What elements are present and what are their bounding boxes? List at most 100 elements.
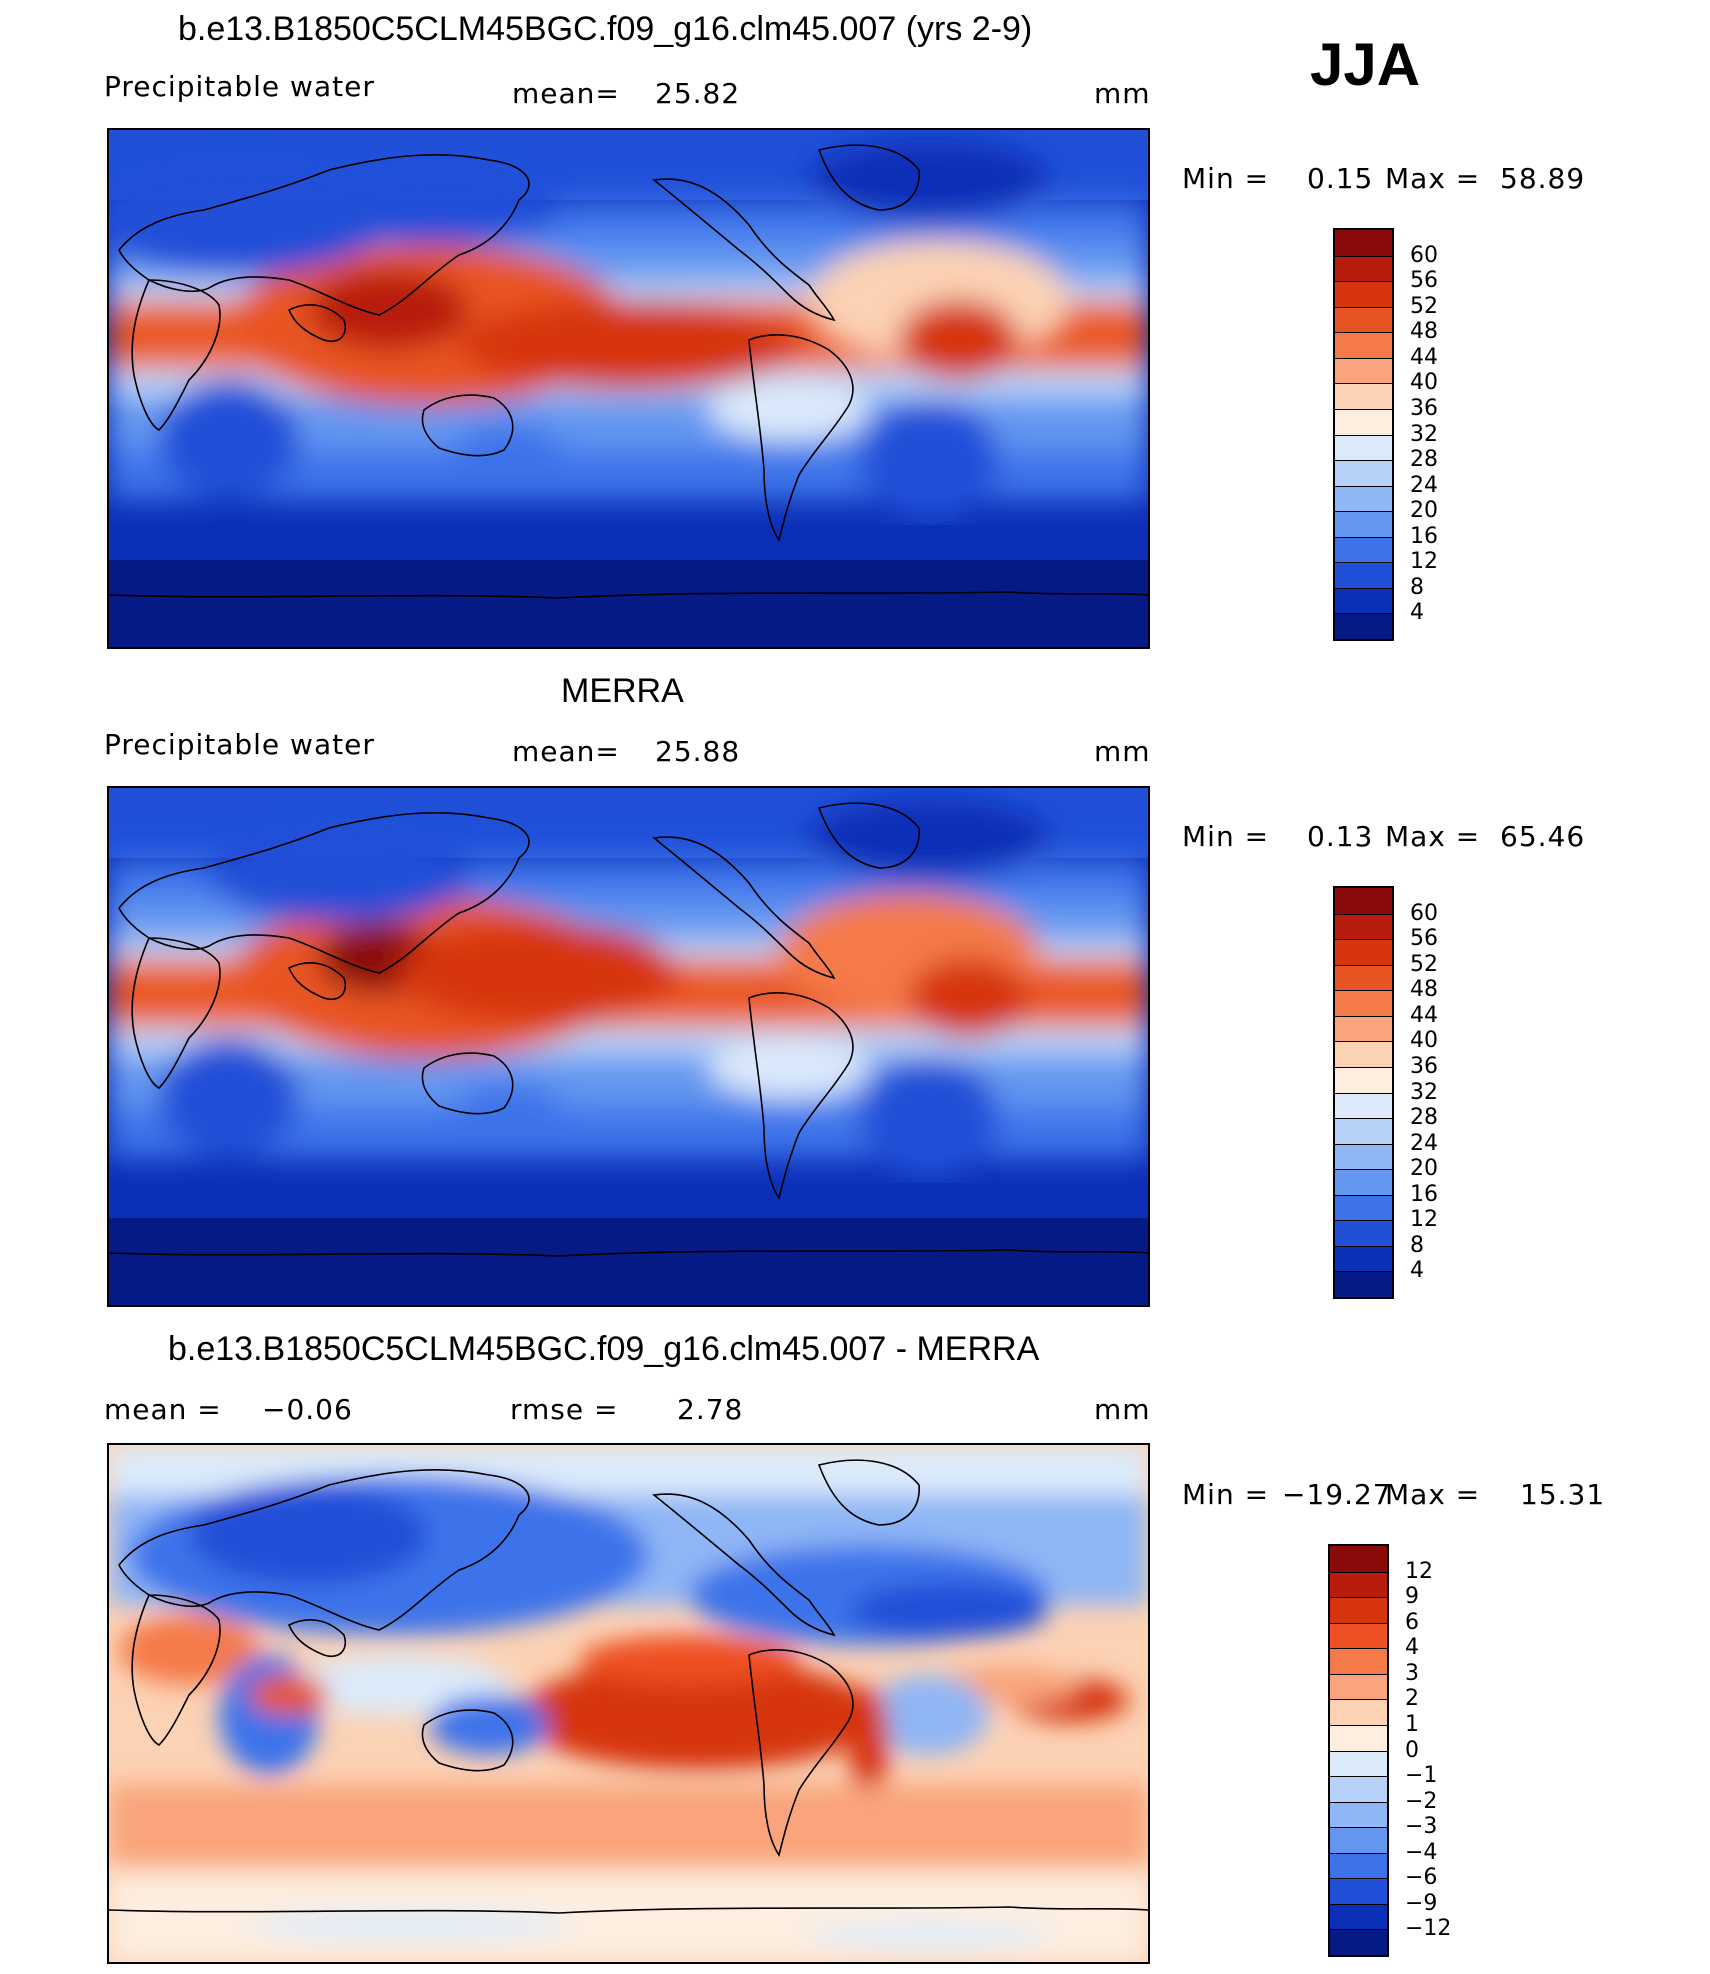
colorbar-swatch bbox=[1330, 1673, 1387, 1700]
colorbar-tick-label: 16 bbox=[1410, 523, 1438, 549]
colorbar-swatch bbox=[1335, 1015, 1392, 1042]
colorbar-tick-label: 24 bbox=[1410, 472, 1438, 498]
colorbar-tick-label: −2 bbox=[1405, 1788, 1438, 1814]
colorbar-swatch bbox=[1330, 1827, 1387, 1853]
panel-model-units: mm bbox=[1094, 77, 1151, 110]
colorbar-tick-label: 3 bbox=[1405, 1660, 1419, 1686]
colorbar-swatch bbox=[1335, 255, 1392, 282]
colorbar-swatch bbox=[1335, 306, 1392, 333]
colorbar-tick-label: 4 bbox=[1405, 1635, 1419, 1661]
colorbar-tick-label: 12 bbox=[1410, 1207, 1438, 1233]
colorbar-tick-label: 28 bbox=[1410, 1105, 1438, 1131]
colorbar-swatch bbox=[1330, 1622, 1387, 1649]
colorbar-swatch bbox=[1335, 230, 1392, 256]
colorbar-swatch bbox=[1330, 1878, 1387, 1904]
colorbar-tick-label: 9 bbox=[1405, 1584, 1419, 1610]
panel-obs-min-label: Min = bbox=[1182, 820, 1270, 853]
colorbar-swatch bbox=[1335, 613, 1392, 639]
colorbar-tick-label: 52 bbox=[1410, 293, 1438, 319]
colorbar-tick-label: 56 bbox=[1410, 268, 1438, 294]
panel-obs-max-label: Max = bbox=[1385, 820, 1481, 853]
panel-diff-rmse-label: rmse = bbox=[510, 1393, 619, 1426]
colorbar-swatch bbox=[1335, 357, 1392, 384]
panel-diff-colorbar bbox=[1328, 1544, 1389, 1957]
panel-diff-max-label: Max = bbox=[1385, 1478, 1481, 1511]
colorbar-swatch bbox=[1330, 1750, 1387, 1777]
panel-obs-mean-value: 25.88 bbox=[655, 735, 741, 768]
colorbar-tick-label: 52 bbox=[1410, 951, 1438, 977]
colorbar-tick-label: 1 bbox=[1405, 1711, 1419, 1737]
colorbar-swatch bbox=[1335, 332, 1392, 358]
colorbar-swatch bbox=[1330, 1929, 1387, 1955]
colorbar-tick-label: 20 bbox=[1410, 1156, 1438, 1182]
colorbar-swatch bbox=[1335, 1245, 1392, 1272]
colorbar-tick-label: 4 bbox=[1410, 600, 1424, 626]
colorbar-tick-label: 60 bbox=[1410, 242, 1438, 268]
colorbar-tick-label: 6 bbox=[1405, 1609, 1419, 1635]
colorbar-tick-label: 32 bbox=[1410, 421, 1438, 447]
colorbar-swatch bbox=[1330, 1546, 1387, 1572]
colorbar-tick-label: 36 bbox=[1410, 395, 1438, 421]
colorbar-tick-label: 20 bbox=[1410, 498, 1438, 524]
colorbar-tick-label: 12 bbox=[1405, 1558, 1433, 1584]
panel-diff-mean-label: mean = bbox=[104, 1393, 222, 1426]
colorbar-tick-label: 40 bbox=[1410, 370, 1438, 396]
colorbar-swatch bbox=[1335, 888, 1392, 914]
colorbar-swatch bbox=[1335, 1271, 1392, 1297]
panel-model-max-value: 58.89 bbox=[1500, 162, 1586, 195]
colorbar-tick-label: 0 bbox=[1405, 1737, 1419, 1763]
panel-diff-title: b.e13.B1850C5CLM45BGC.f09_g16.clm45.007 … bbox=[168, 1330, 1040, 1368]
colorbar-swatch bbox=[1335, 511, 1392, 537]
panel-diff-units: mm bbox=[1094, 1393, 1151, 1426]
colorbar-swatch bbox=[1330, 1597, 1387, 1623]
colorbar-tick-label: 60 bbox=[1410, 900, 1438, 926]
panel-obs-title: MERRA bbox=[561, 672, 684, 710]
colorbar-swatch bbox=[1330, 1724, 1387, 1751]
panel-diff-map bbox=[107, 1443, 1150, 1964]
panel-model-colorbar bbox=[1333, 228, 1394, 641]
season-label: JJA bbox=[1310, 31, 1421, 98]
colorbar-tick-label: 28 bbox=[1410, 447, 1438, 473]
panel-model-mean-value: 25.82 bbox=[655, 77, 741, 110]
colorbar-tick-label: 56 bbox=[1410, 926, 1438, 952]
colorbar-swatch bbox=[1335, 939, 1392, 965]
colorbar-swatch bbox=[1335, 1220, 1392, 1246]
panel-diff-min-value: −19.27 bbox=[1282, 1478, 1392, 1511]
colorbar-swatch bbox=[1335, 964, 1392, 991]
colorbar-swatch bbox=[1330, 1903, 1387, 1930]
colorbar-tick-label: −4 bbox=[1405, 1839, 1438, 1865]
panel-model-max-label: Max = bbox=[1385, 162, 1481, 195]
colorbar-swatch bbox=[1335, 408, 1392, 435]
panel-obs-units: mm bbox=[1094, 735, 1151, 768]
colorbar-swatch bbox=[1330, 1776, 1387, 1802]
colorbar-tick-label: 2 bbox=[1405, 1686, 1419, 1712]
colorbar-swatch bbox=[1335, 460, 1392, 486]
panel-obs-min-value: 0.13 bbox=[1307, 820, 1374, 853]
colorbar-tick-label: 4 bbox=[1410, 1258, 1424, 1284]
colorbar-swatch bbox=[1330, 1571, 1387, 1598]
colorbar-swatch bbox=[1335, 562, 1392, 588]
colorbar-swatch bbox=[1335, 1194, 1392, 1221]
colorbar-swatch bbox=[1330, 1852, 1387, 1879]
colorbar-tick-label: 32 bbox=[1410, 1079, 1438, 1105]
colorbar-tick-label: −6 bbox=[1405, 1865, 1438, 1891]
colorbar-tick-label: 44 bbox=[1410, 344, 1438, 370]
panel-obs-map bbox=[107, 786, 1150, 1307]
panel-diff-max-value: 15.31 bbox=[1520, 1478, 1606, 1511]
panel-obs-max-value: 65.46 bbox=[1500, 820, 1586, 853]
colorbar-swatch bbox=[1330, 1699, 1387, 1725]
colorbar-swatch bbox=[1335, 990, 1392, 1016]
colorbar-tick-label: 8 bbox=[1410, 1232, 1424, 1258]
colorbar-swatch bbox=[1330, 1648, 1387, 1674]
panel-diff-mean-value: −0.06 bbox=[262, 1393, 353, 1426]
panel-obs-variable-label: Precipitable water bbox=[104, 728, 375, 761]
panel-model-mean-label: mean= bbox=[512, 77, 620, 110]
panel-model-map bbox=[107, 128, 1150, 649]
colorbar-tick-label: 36 bbox=[1410, 1053, 1438, 1079]
panel-diff-min-label: Min = bbox=[1182, 1478, 1270, 1511]
colorbar-tick-label: 48 bbox=[1410, 977, 1438, 1003]
colorbar-tick-label: 8 bbox=[1410, 574, 1424, 600]
panel-obs-mean-label: mean= bbox=[512, 735, 620, 768]
colorbar-tick-label: −12 bbox=[1405, 1916, 1452, 1942]
colorbar-swatch bbox=[1335, 1118, 1392, 1144]
